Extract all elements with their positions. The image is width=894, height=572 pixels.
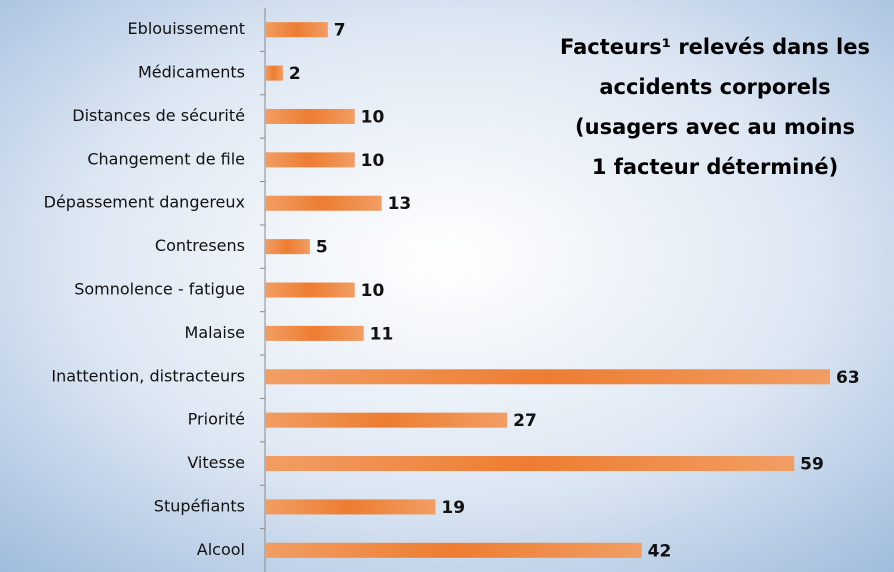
bar-shine <box>265 22 328 38</box>
chart-title: Facteurs¹ relevés dans les <box>560 35 870 59</box>
bar-shine <box>265 152 355 168</box>
bar-shine <box>265 499 436 515</box>
category-label: Contresens <box>155 236 245 255</box>
category-label: Somnolence - fatigue <box>74 280 245 299</box>
category-label: Médicaments <box>138 63 245 82</box>
value-label: 10 <box>361 281 385 301</box>
category-label: Changement de file <box>87 149 245 168</box>
value-label: 10 <box>361 107 385 127</box>
value-label: 7 <box>334 21 346 41</box>
value-label: 63 <box>836 368 860 388</box>
category-label: Alcool <box>197 540 245 559</box>
value-label: 27 <box>513 411 537 431</box>
bar-shine <box>265 239 310 255</box>
bar-shine <box>265 542 642 558</box>
category-label: Malaise <box>185 323 245 342</box>
category-label: Distances de sécurité <box>72 106 245 125</box>
chart-title: accidents corporels <box>599 75 830 99</box>
value-label: 13 <box>388 194 412 214</box>
value-label: 19 <box>441 498 465 518</box>
category-label: Vitesse <box>187 453 245 472</box>
bar-shine <box>265 65 283 81</box>
value-label: 2 <box>289 64 301 84</box>
bar-shine <box>265 369 830 385</box>
bar-shine <box>265 412 508 428</box>
value-label: 11 <box>370 324 394 344</box>
bar-shine <box>265 282 355 298</box>
value-label: 42 <box>648 541 672 561</box>
category-label: Eblouissement <box>128 19 245 38</box>
value-label: 59 <box>800 455 824 475</box>
bar-shine <box>265 325 364 341</box>
chart-title: 1 facteur déterminé) <box>592 155 838 179</box>
bar-shine <box>265 195 382 211</box>
bar-shine <box>265 456 795 472</box>
value-label: 10 <box>361 151 385 171</box>
category-label: Priorité <box>188 410 245 429</box>
category-label: Dépassement dangereux <box>44 193 245 212</box>
category-label: Inattention, distracteurs <box>51 366 245 385</box>
value-label: 5 <box>316 238 328 258</box>
category-label: Stupéfiants <box>154 496 245 515</box>
chart-title: (usagers avec au moins <box>575 115 855 139</box>
bar-shine <box>265 108 355 124</box>
